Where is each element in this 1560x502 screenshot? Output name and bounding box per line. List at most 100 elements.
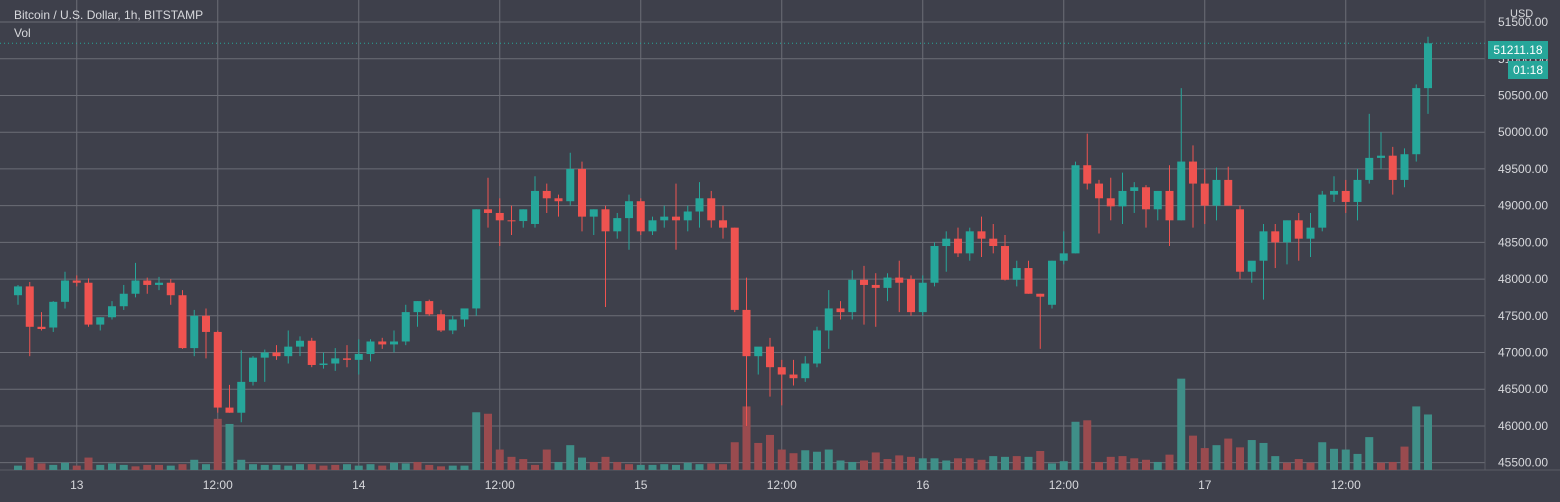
candle-body [1388,155,1397,180]
volume-bar [472,412,481,470]
volume-bar [1412,406,1421,470]
candle-body [601,209,610,232]
volume-bar [907,456,915,470]
volume-bar [25,457,34,470]
price-tick-label: 47500.00 [1498,309,1548,323]
price-tick-label: 46500.00 [1498,382,1548,396]
volume-bar [190,459,199,470]
candle-body [636,201,645,232]
volume-bar [613,461,622,470]
volume-bar [660,464,669,470]
candle-body [131,280,140,294]
last-price-tag: 51211.18 [1488,41,1548,59]
volume-bar [1341,449,1350,470]
candle-body [1106,198,1115,207]
volume-bar [578,457,586,470]
candle-body [166,282,175,296]
candle-body [1294,220,1303,239]
candlesticks [14,36,1432,426]
candle-body [1001,246,1009,280]
volume-bar [14,465,22,470]
candle-body [930,246,939,283]
volume-bar [895,455,904,470]
volume-bar [1283,462,1291,470]
volume-bar [1247,440,1256,470]
candle-body [284,346,293,357]
volume-bar [96,464,105,470]
time-axis: 13 12:00 14 12:00 15 12:00 16 12:00 17 12:00 [70,478,1361,492]
volume-bar [448,465,457,470]
price-tick-label: 49500.00 [1498,162,1548,176]
volume-bar [1165,454,1174,470]
volume-bar [801,450,810,470]
time-tick-label: 17 [1198,478,1212,492]
volume-bar [72,465,81,470]
time-tick-label: 16 [916,478,930,492]
volume-bar [789,453,798,470]
volume-bar [1306,462,1315,470]
volume-bar [249,464,257,470]
time-tick-label: 12:00 [767,478,797,492]
candle-body [719,220,727,228]
candle-body [672,216,680,221]
candle-body [907,279,915,313]
volume-bar [260,464,269,470]
volume-bar [378,465,387,470]
volume-label: Vol [14,26,31,40]
volume-bar [1330,448,1338,470]
volume-bar [1095,461,1103,470]
candle-body [1283,220,1291,243]
volume-bar [366,464,375,470]
candle-body [307,340,316,365]
volume-bar [1059,461,1068,470]
candle-body [448,319,457,331]
price-tick-label: 45500.00 [1498,456,1548,470]
volume-bar [1200,448,1209,470]
volume-bar [695,464,704,470]
volume-bar [942,460,951,470]
candle-body [954,238,962,254]
volume-bar [495,449,504,470]
volume-bar [1271,456,1280,470]
volume-bar [1365,437,1374,470]
currency-label: USD [1510,8,1534,20]
volume-bar [1212,445,1221,470]
volume-bar [331,464,340,470]
volume-bar [178,464,187,470]
volume-bar [390,462,398,470]
candle-body [49,301,58,328]
volume-bar [930,458,939,470]
candle-body [1353,179,1362,202]
candle-body [425,301,434,315]
candle-body [965,231,974,254]
candle-body [1365,157,1374,180]
candle-body [683,211,692,221]
price-tick-label: 46000.00 [1498,419,1548,433]
candle-body [1412,88,1421,155]
candle-body [895,277,904,283]
volume-bar [413,461,422,470]
time-tick-label: 12:00 [485,478,515,492]
candle-body [578,168,586,217]
volume-bar [965,458,974,470]
candle-body [554,198,563,202]
candle-body [1024,268,1033,294]
volume-bar [977,459,986,470]
candle-body [61,280,69,302]
candle-body [96,317,105,325]
volume-bar [1153,461,1162,470]
time-tick-label: 12:00 [1049,478,1079,492]
volume-bar [131,466,140,470]
candle-body [1189,161,1197,184]
candle-body [707,198,716,221]
candle-body [1142,187,1150,210]
candle-body [401,312,410,342]
candle-body [1247,260,1256,272]
candle-body [331,358,340,364]
volume-bar [883,459,892,470]
candle-body [390,341,398,345]
price-tick-label: 48000.00 [1498,272,1548,286]
candle-body [1424,43,1432,89]
candle-body [1236,209,1244,272]
